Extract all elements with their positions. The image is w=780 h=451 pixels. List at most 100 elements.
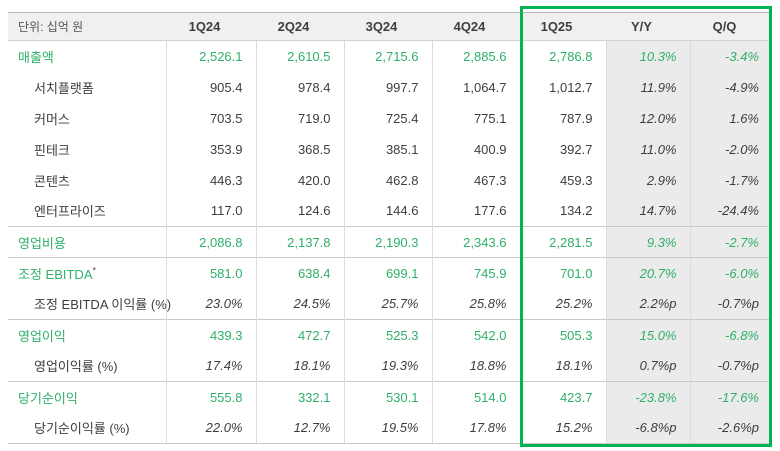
cell-2q24: 368.5: [255, 133, 344, 165]
cell-y-y: 9.3%: [605, 226, 690, 258]
cell-4q24: 542.0: [431, 319, 520, 351]
cell-1q24: 22.0%: [165, 412, 256, 444]
cell-y-y: 11.0%: [605, 133, 690, 165]
column-header-1q25: 1Q25: [520, 12, 606, 41]
cell-3q24: 25.7%: [343, 288, 432, 320]
cell-1q24: 439.3: [165, 319, 256, 351]
column-header-q-q: Q/Q: [690, 12, 772, 41]
table-row: 서치플랫폼 905.4 978.4 997.7 1,064.7 1,012.7 11.9% -…: [8, 71, 772, 103]
cell-y-y: -23.8%: [605, 381, 690, 413]
cell-1q24: 23.0%: [165, 288, 256, 320]
cell-2q24: 124.6: [255, 195, 344, 227]
table-row: 커머스 703.5 719.0 725.4 775.1 787.9 12.0% 1.6%: [8, 102, 772, 134]
cell-q-q: 1.6%: [689, 102, 772, 134]
cell-1q25: 787.9: [519, 102, 606, 134]
cell-q-q: -1.7%: [689, 164, 772, 196]
column-header-2q24: 2Q24: [256, 12, 344, 41]
cell-y-y: 12.0%: [605, 102, 690, 134]
row-label: 조정 EBITDA 이익률 (%): [34, 297, 172, 313]
cell-4q24: 400.9: [431, 133, 520, 165]
cell-1q25: 505.3: [519, 319, 606, 351]
cell-q-q: -4.9%: [689, 71, 772, 103]
row-label: 서치플랫폼: [34, 80, 94, 96]
cell-3q24: 2,715.6: [343, 40, 432, 72]
table-row: 당기순이익 555.8 332.1 530.1 514.0 423.7 -23.8% -17.…: [8, 381, 772, 413]
cell-1q25: 15.2%: [519, 412, 606, 444]
cell-2q24: 420.0: [255, 164, 344, 196]
table-row: 엔터프라이즈 117.0 124.6 144.6 177.6 134.2 14.7% -24.…: [8, 195, 772, 227]
cell-1q24: 905.4: [165, 71, 256, 103]
cell-2q24: 24.5%: [255, 288, 344, 320]
cell-4q24: 2,885.6: [431, 40, 520, 72]
cell-2q24: 638.4: [255, 257, 344, 289]
footnote-marker: *: [92, 265, 97, 276]
cell-3q24: 997.7: [343, 71, 432, 103]
cell-4q24: 17.8%: [431, 412, 520, 444]
table-row: 영업이익 439.3 472.7 525.3 542.0 505.3 15.0% -6.8%: [8, 319, 772, 351]
cell-1q24: 2,526.1: [165, 40, 256, 72]
cell-y-y: 10.3%: [605, 40, 690, 72]
cell-1q24: 2,086.8: [165, 226, 256, 258]
cell-q-q: -2.6%p: [689, 412, 772, 444]
cell-3q24: 2,190.3: [343, 226, 432, 258]
cell-y-y: 2.9%: [605, 164, 690, 196]
cell-1q24: 555.8: [165, 381, 256, 413]
cell-y-y: -6.8%p: [605, 412, 690, 444]
cell-1q25: 459.3: [519, 164, 606, 196]
cell-q-q: -6.0%: [689, 257, 772, 289]
header-row: 단위: 십억 원 1Q24 2Q24 3Q24 4Q24 1Q25 Y/Y Q/Q: [8, 12, 772, 41]
cell-q-q: -2.7%: [689, 226, 772, 258]
row-label: 커머스: [34, 111, 70, 127]
cell-1q25: 18.1%: [519, 350, 606, 382]
cell-2q24: 978.4: [255, 71, 344, 103]
cell-3q24: 19.5%: [343, 412, 432, 444]
cell-1q24: 703.5: [165, 102, 256, 134]
column-header-y-y: Y/Y: [606, 12, 690, 41]
row-label: 영업이익률 (%): [34, 359, 118, 375]
column-header-1q24: 1Q24: [166, 12, 256, 41]
cell-2q24: 2,610.5: [255, 40, 344, 72]
row-label: 당기순이익: [8, 381, 166, 413]
cell-4q24: 177.6: [431, 195, 520, 227]
cell-2q24: 472.7: [255, 319, 344, 351]
cell-q-q: -17.6%: [689, 381, 772, 413]
unit-label: 단위: 십억 원: [8, 12, 166, 41]
cell-1q25: 134.2: [519, 195, 606, 227]
cell-2q24: 2,137.8: [255, 226, 344, 258]
cell-3q24: 144.6: [343, 195, 432, 227]
cell-2q24: 18.1%: [255, 350, 344, 382]
cell-1q24: 446.3: [165, 164, 256, 196]
table-row: 콘텐츠 446.3 420.0 462.8 467.3 459.3 2.9% -1.7%: [8, 164, 772, 196]
cell-q-q: -6.8%: [689, 319, 772, 351]
table-row: 핀테크 353.9 368.5 385.1 400.9 392.7 11.0% -2.0%: [8, 133, 772, 165]
financial-results-table: 단위: 십억 원 1Q24 2Q24 3Q24 4Q24 1Q25 Y/Y Q/Q 매출액 2…: [8, 12, 772, 444]
cell-4q24: 514.0: [431, 381, 520, 413]
row-label: 조정 EBITDA*: [8, 257, 166, 289]
column-header-3q24: 3Q24: [344, 12, 432, 41]
cell-1q25: 1,012.7: [519, 71, 606, 103]
cell-4q24: 745.9: [431, 257, 520, 289]
cell-2q24: 332.1: [255, 381, 344, 413]
row-label: 당기순이익률 (%): [8, 412, 166, 444]
table-row: 조정 EBITDA 이익률 (%) 23.0% 24.5% 25.7% 25.8% 25.…: [8, 288, 772, 320]
cell-1q25: 2,786.8: [519, 40, 606, 72]
cell-q-q: -24.4%: [689, 195, 772, 227]
row-label: 영업비용: [8, 226, 166, 258]
cell-y-y: 20.7%: [605, 257, 690, 289]
cell-3q24: 462.8: [343, 164, 432, 196]
cell-q-q: -0.7%p: [689, 350, 772, 382]
cell-4q24: 18.8%: [431, 350, 520, 382]
cell-1q25: 701.0: [519, 257, 606, 289]
cell-2q24: 12.7%: [255, 412, 344, 444]
table-row: 당기순이익률 (%) 22.0% 12.7% 19.5% 17.8% 15.2% -6.8%…: [8, 412, 772, 444]
cell-y-y: 14.7%: [605, 195, 690, 227]
cell-4q24: 25.8%: [431, 288, 520, 320]
cell-q-q: -2.0%: [689, 133, 772, 165]
table-row: 영업비용 2,086.8 2,137.8 2,190.3 2,343.6 2,281.5 9…: [8, 226, 772, 258]
row-label: 콘텐츠: [34, 173, 70, 189]
cell-4q24: 467.3: [431, 164, 520, 196]
table-row: 영업이익률 (%) 17.4% 18.1% 19.3% 18.8% 18.1% 0.7%p -…: [8, 350, 772, 382]
cell-1q25: 392.7: [519, 133, 606, 165]
row-label: 핀테크: [34, 142, 70, 158]
